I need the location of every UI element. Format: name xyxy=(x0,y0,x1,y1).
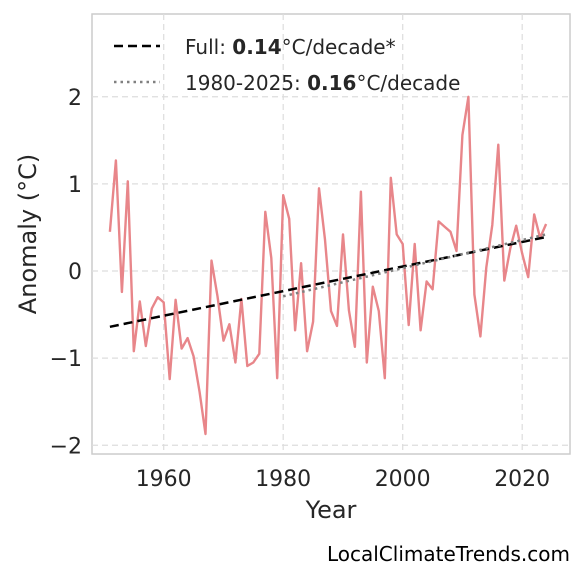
y-tick-label: 0 xyxy=(68,260,82,285)
x-tick-label: 2020 xyxy=(494,467,550,492)
x-axis-label: Year xyxy=(305,496,357,524)
watermark: LocalClimateTrends.com xyxy=(327,542,570,566)
y-tick-label: 1 xyxy=(68,173,82,198)
x-tick-label: 2000 xyxy=(375,467,431,492)
series-lines xyxy=(108,95,548,436)
legend: Full: 0.14°C/decade* 1980-2025: 0.16°C/d… xyxy=(114,35,460,95)
y-axis-label: Anomaly (°C) xyxy=(14,154,42,314)
x-tick-label: 1980 xyxy=(255,467,311,492)
y-tick-label: −1 xyxy=(50,347,82,372)
x-tick-labels: 1960 1980 2000 2020 xyxy=(136,467,551,492)
y-tick-labels: −2 −1 0 1 2 xyxy=(50,86,82,460)
legend-label-1980-2025: 1980-2025: 0.16°C/decade xyxy=(185,71,460,95)
grid xyxy=(92,14,570,454)
series-line-anomaly xyxy=(108,95,548,436)
y-tick-label: −2 xyxy=(50,434,82,459)
legend-label-full: Full: 0.14°C/decade* xyxy=(185,35,396,59)
y-tick-label: 2 xyxy=(68,86,82,111)
x-tick-label: 1960 xyxy=(136,467,192,492)
